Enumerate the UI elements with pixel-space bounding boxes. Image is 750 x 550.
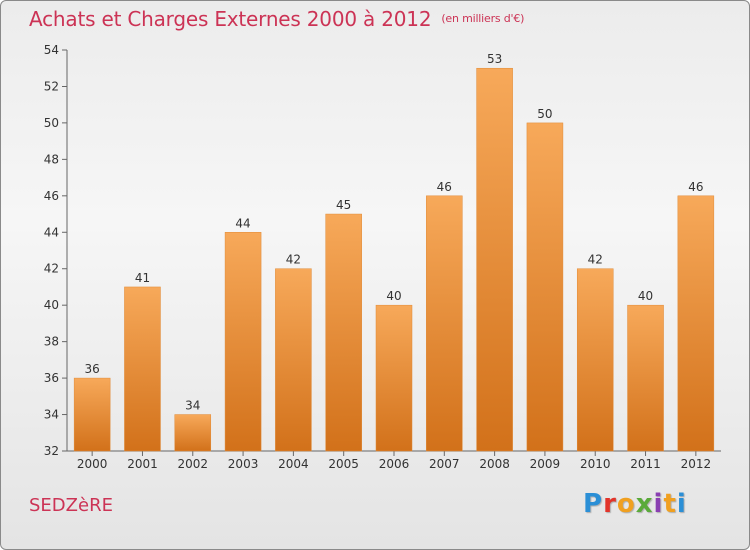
chart-title: Achats et Charges Externes 2000 à 2012 (e… (29, 7, 524, 31)
bars-layer (73, 67, 715, 452)
y-tick-label: 36 (44, 371, 59, 385)
x-tick-label: 2009 (530, 457, 561, 471)
logo-letter: o (616, 489, 636, 519)
axis-layer: 32 34 36 38 40 42 44 46 48 50 52 54 (44, 43, 721, 458)
y-tick-label: 44 (44, 225, 59, 239)
logo-letter: t (663, 489, 677, 519)
y-tick-label: 50 (44, 116, 59, 130)
bar (375, 304, 413, 452)
logo-letter: x (635, 489, 654, 519)
chart-subtitle: (en milliers d'€) (441, 12, 525, 25)
x-tick-label: 2001 (127, 457, 158, 471)
bar (426, 195, 463, 452)
data-label: 53 (487, 52, 502, 66)
x-tick-label: 2003 (228, 457, 259, 471)
y-tick-label: 54 (44, 43, 59, 57)
data-label: 34 (185, 399, 200, 413)
bar (325, 213, 362, 452)
bar (627, 304, 664, 452)
y-tick-label: 32 (44, 444, 59, 458)
bar (124, 286, 161, 452)
y-tick-label: 40 (44, 298, 59, 312)
bar (174, 414, 212, 452)
x-tick-label: 2005 (328, 457, 359, 471)
data-label: 40 (638, 289, 653, 303)
bar (526, 122, 564, 452)
data-label: 50 (537, 107, 552, 121)
y-tick-label: 46 (44, 189, 59, 203)
data-label: 40 (386, 289, 401, 303)
data-label: 46 (437, 180, 452, 194)
y-tick-label: 52 (44, 79, 59, 93)
data-label: 44 (235, 216, 250, 230)
y-tick-label: 38 (44, 335, 59, 349)
logo-letter: P (583, 489, 604, 519)
chart-title-text: Achats et Charges Externes 2000 à 2012 (29, 7, 432, 31)
bar (677, 195, 715, 452)
logo-letter: i (676, 489, 687, 519)
proxiti-logo[interactable]: Proxiti (583, 489, 687, 519)
y-tick-label: 42 (44, 262, 59, 276)
data-label: 36 (85, 362, 100, 376)
bar (73, 377, 111, 452)
x-tick-label: 2011 (630, 457, 661, 471)
data-label: 42 (286, 253, 301, 267)
x-tick-label: 2012 (681, 457, 712, 471)
x-tick-label: 2006 (379, 457, 410, 471)
logo-letter: i (653, 489, 664, 519)
x-tick-label: 2010 (580, 457, 611, 471)
logo-letter: r (603, 489, 617, 519)
data-label: 45 (336, 198, 351, 212)
bar (275, 268, 312, 452)
x-tick-label: 2004 (278, 457, 309, 471)
x-tick-label: 2008 (479, 457, 510, 471)
bar (476, 67, 513, 452)
data-label: 41 (135, 271, 150, 285)
bar (576, 268, 614, 452)
y-tick-label: 34 (44, 408, 59, 422)
data-label: 46 (688, 180, 703, 194)
y-tick-label: 48 (44, 152, 59, 166)
bar (224, 232, 262, 452)
data-label: 42 (588, 253, 603, 267)
x-tick-label: 2002 (177, 457, 208, 471)
x-tick-label: 2007 (429, 457, 460, 471)
x-tick-label: 2000 (77, 457, 108, 471)
labels-layer: 36 2000 41 2001 34 2002 44 2003 42 2004 45 2005 40 20… (77, 52, 711, 471)
commune-name: SEDZèRE (29, 495, 113, 516)
